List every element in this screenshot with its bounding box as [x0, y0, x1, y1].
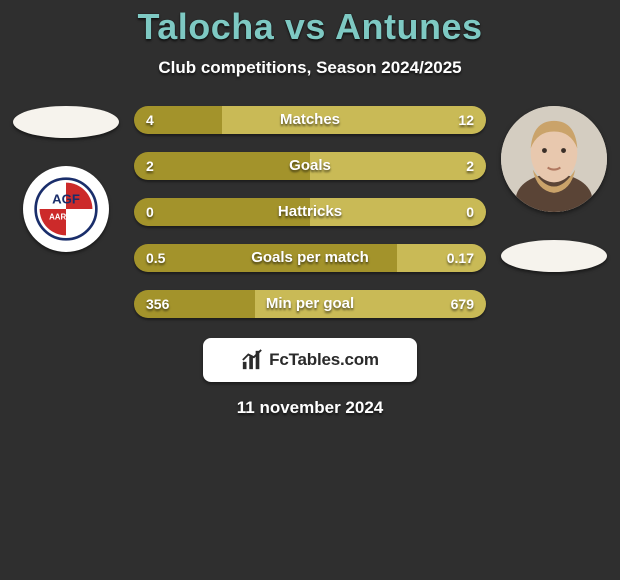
- page-title: Talocha vs Antunes: [0, 6, 620, 48]
- club-badge-icon: AGF AARHUS: [33, 176, 99, 242]
- subtitle: Club competitions, Season 2024/2025: [0, 58, 620, 78]
- stat-bar: 00Hattricks: [134, 198, 486, 226]
- title-sep: vs: [285, 6, 326, 47]
- title-left: Talocha: [137, 6, 274, 47]
- source-logo[interactable]: FcTables.com: [203, 338, 417, 382]
- stat-bar: 22Goals: [134, 152, 486, 180]
- stat-bar-right-segment: [255, 290, 486, 318]
- stat-bar: 356679Min per goal: [134, 290, 486, 318]
- stat-bar-left-segment: [134, 106, 222, 134]
- left-club-badge: AGF AARHUS: [23, 166, 109, 252]
- left-player-column: AGF AARHUS: [6, 106, 126, 252]
- stat-bars: 412Matches 22Goals 00Hattricks 0.50.17Goals…: [134, 106, 486, 318]
- date-text: 11 november 2024: [0, 398, 620, 418]
- stat-bar-left-segment: [134, 244, 397, 272]
- svg-text:AARHUS: AARHUS: [49, 213, 83, 222]
- source-logo-text: FcTables.com: [269, 350, 379, 370]
- stat-bar-right-segment: [222, 106, 486, 134]
- right-player-column: [494, 106, 614, 272]
- stat-bar: 0.50.17Goals per match: [134, 244, 486, 272]
- stat-bar-left-segment: [134, 290, 255, 318]
- stat-bar-left-segment: [134, 198, 310, 226]
- svg-text:AGF: AGF: [52, 192, 80, 207]
- comparison-card: Talocha vs Antunes Club competitions, Se…: [0, 6, 620, 580]
- title-right: Antunes: [335, 6, 483, 47]
- stat-bar-left-segment: [134, 152, 310, 180]
- right-country-ellipse: [501, 240, 607, 272]
- stat-bar-right-segment: [310, 152, 486, 180]
- right-player-avatar: [501, 106, 607, 212]
- left-country-ellipse: [13, 106, 119, 138]
- stat-bar-right-segment: [310, 198, 486, 226]
- bar-chart-icon: [241, 349, 263, 371]
- stat-bar-right-segment: [397, 244, 486, 272]
- stat-bar: 412Matches: [134, 106, 486, 134]
